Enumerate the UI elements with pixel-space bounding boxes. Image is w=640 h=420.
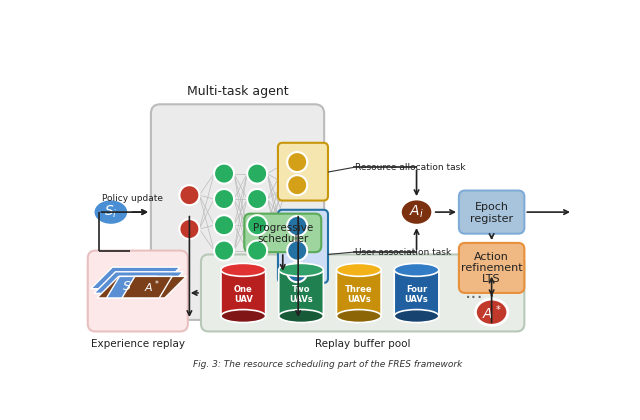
Text: Epoch: Epoch [475,202,509,212]
Ellipse shape [221,263,266,276]
Circle shape [287,262,307,282]
Ellipse shape [394,310,439,323]
Text: Four: Four [406,285,427,294]
FancyBboxPatch shape [88,251,188,331]
Circle shape [214,215,234,235]
Circle shape [214,163,234,184]
Text: refinement: refinement [461,263,522,273]
Circle shape [287,216,307,236]
FancyBboxPatch shape [278,210,328,283]
Text: $S$: $S$ [122,280,132,293]
Text: scheduler: scheduler [257,234,308,244]
Text: UAVs: UAVs [404,294,428,304]
Text: Experience replay: Experience replay [91,339,185,349]
FancyBboxPatch shape [221,270,266,316]
Text: $A^*$: $A^*$ [143,278,160,295]
Circle shape [214,241,234,260]
Text: register: register [470,213,513,223]
FancyBboxPatch shape [151,104,324,320]
Ellipse shape [337,310,381,323]
Ellipse shape [401,199,433,225]
Circle shape [287,152,307,172]
Text: Three: Three [345,285,372,294]
Ellipse shape [279,263,323,276]
Text: $A_i$: $A_i$ [409,204,424,220]
Ellipse shape [221,310,266,323]
Text: Fig. 3: The resource scheduling part of the FRES framework: Fig. 3: The resource scheduling part of … [193,360,463,369]
FancyBboxPatch shape [459,243,524,293]
FancyBboxPatch shape [278,143,328,200]
Circle shape [179,185,200,205]
Text: Progressive: Progressive [253,223,313,233]
Text: LTS: LTS [483,274,501,284]
Ellipse shape [93,199,129,225]
Text: Multi-task agent: Multi-task agent [187,85,289,98]
FancyBboxPatch shape [201,255,524,331]
Circle shape [247,241,267,260]
Text: Action: Action [474,252,509,262]
Text: Resource allocation task: Resource allocation task [355,163,465,172]
Text: Two: Two [292,285,310,294]
Text: One: One [234,285,253,294]
Circle shape [247,189,267,209]
Circle shape [287,175,307,195]
Polygon shape [106,276,157,298]
Text: ...: ... [465,284,484,302]
Text: UAV: UAV [234,294,253,304]
Text: $A^*$: $A^*$ [482,303,501,321]
Polygon shape [122,276,172,298]
Circle shape [214,189,234,209]
Text: User association task: User association task [355,248,451,257]
Circle shape [179,219,200,239]
Text: $S_i$: $S_i$ [104,204,118,220]
FancyBboxPatch shape [394,270,439,316]
FancyBboxPatch shape [459,191,524,234]
FancyBboxPatch shape [337,270,381,316]
Text: Policy update: Policy update [102,194,163,203]
Ellipse shape [476,299,508,325]
Text: UAVs: UAVs [289,294,313,304]
Text: UAVs: UAVs [347,294,371,304]
Circle shape [247,215,267,235]
Polygon shape [91,267,180,289]
Ellipse shape [394,263,439,276]
Ellipse shape [279,310,323,323]
Ellipse shape [337,263,381,276]
Polygon shape [97,276,186,298]
Polygon shape [94,272,183,293]
FancyBboxPatch shape [244,214,321,252]
Circle shape [287,241,307,260]
Text: Replay buffer pool: Replay buffer pool [315,339,410,349]
FancyBboxPatch shape [279,270,323,316]
Circle shape [247,163,267,184]
